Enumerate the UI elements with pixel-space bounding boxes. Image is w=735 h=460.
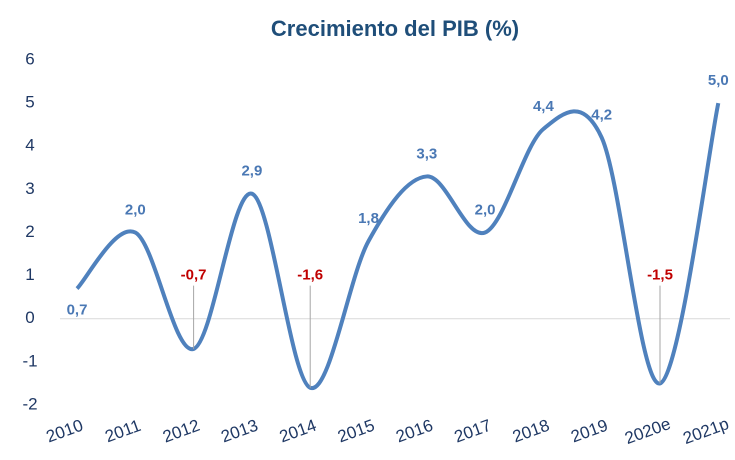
value-label: 3,3 — [416, 145, 437, 162]
value-label: -1,5 — [647, 267, 673, 284]
value-label: 2,0 — [125, 201, 146, 218]
y-tick-label: 3 — [25, 179, 34, 198]
y-tick-label: 5 — [25, 93, 34, 112]
x-tick-label: 2017 — [452, 416, 494, 447]
x-tick-label: 2012 — [160, 416, 202, 447]
value-label: 5,0 — [708, 72, 729, 89]
line — [75, 102, 721, 390]
x-tick-label: 2020e — [622, 414, 673, 448]
y-tick-label: 6 — [25, 49, 34, 68]
y-tick-label: 0 — [25, 308, 34, 327]
y-tick-label: -1 — [22, 351, 37, 370]
x-tick-label: 2011 — [103, 416, 144, 446]
value-label: 4,4 — [533, 98, 555, 115]
x-tick-label: 2015 — [335, 416, 377, 447]
value-label: 1,8 — [358, 210, 379, 227]
value-label: -0,7 — [181, 267, 207, 284]
y-tick-label: -2 — [22, 394, 37, 413]
y-tick-label: 2 — [25, 222, 34, 241]
x-tick-label: 2021p — [680, 414, 731, 448]
x-tick-label: 2014 — [277, 416, 319, 447]
x-tick-label: 2019 — [568, 416, 610, 447]
x-tick-label: 2016 — [393, 416, 435, 447]
x-tick-label: 2018 — [510, 416, 552, 447]
value-label: 4,2 — [591, 107, 612, 124]
value-label: -1,6 — [297, 267, 323, 284]
value-label: 2,0 — [475, 201, 496, 218]
value-label: 0,7 — [67, 302, 88, 319]
value-label: 2,9 — [241, 163, 262, 180]
x-tick-label: 2010 — [44, 416, 86, 447]
chart-title: Crecimiento del PIB (%) — [271, 16, 519, 41]
y-tick-label: 1 — [25, 265, 34, 284]
x-tick-label: 2013 — [219, 416, 261, 447]
y-tick-label: 4 — [25, 136, 34, 155]
